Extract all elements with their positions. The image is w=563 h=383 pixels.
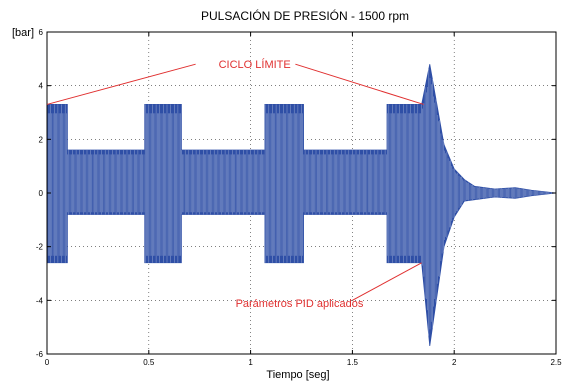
y-tick-label: -2 xyxy=(36,243,44,252)
x-tick-label: 2.5 xyxy=(550,358,562,367)
x-tick-label: 1.5 xyxy=(347,358,359,367)
x-tick-label: 1 xyxy=(248,358,253,367)
x-axis-label: Tiempo [seg] xyxy=(266,369,329,381)
y-tick-label: 6 xyxy=(39,28,44,37)
y-tick-label: -6 xyxy=(36,350,44,359)
chart-title: PULSACIÓN DE PRESIÓN - 1500 rpm xyxy=(201,8,409,23)
x-tick-label: 0 xyxy=(45,358,50,367)
y-tick-label: 0 xyxy=(39,189,44,198)
y-tick-label: 2 xyxy=(39,135,44,144)
y-axis-label: [bar] xyxy=(12,27,34,39)
annotation-arrow xyxy=(46,63,196,105)
y-tick-label: -4 xyxy=(36,296,44,305)
annotation-ciclo: CICLO LÍMITE xyxy=(219,58,291,71)
x-tick-label: 2 xyxy=(452,358,457,367)
y-tick-label: 4 xyxy=(39,82,44,91)
annotation-pid: Parámetros PID aplicados xyxy=(236,298,364,310)
x-tick-label: 0.5 xyxy=(143,358,155,367)
annotation-arrow xyxy=(295,63,424,105)
annotation-arrow xyxy=(352,262,422,301)
plot-layer: 0 0.5 1 1.5 2 2.5 -6 -4 -2 0 2 4 6 CICLO LÍMITE Paráme… xyxy=(36,28,562,367)
